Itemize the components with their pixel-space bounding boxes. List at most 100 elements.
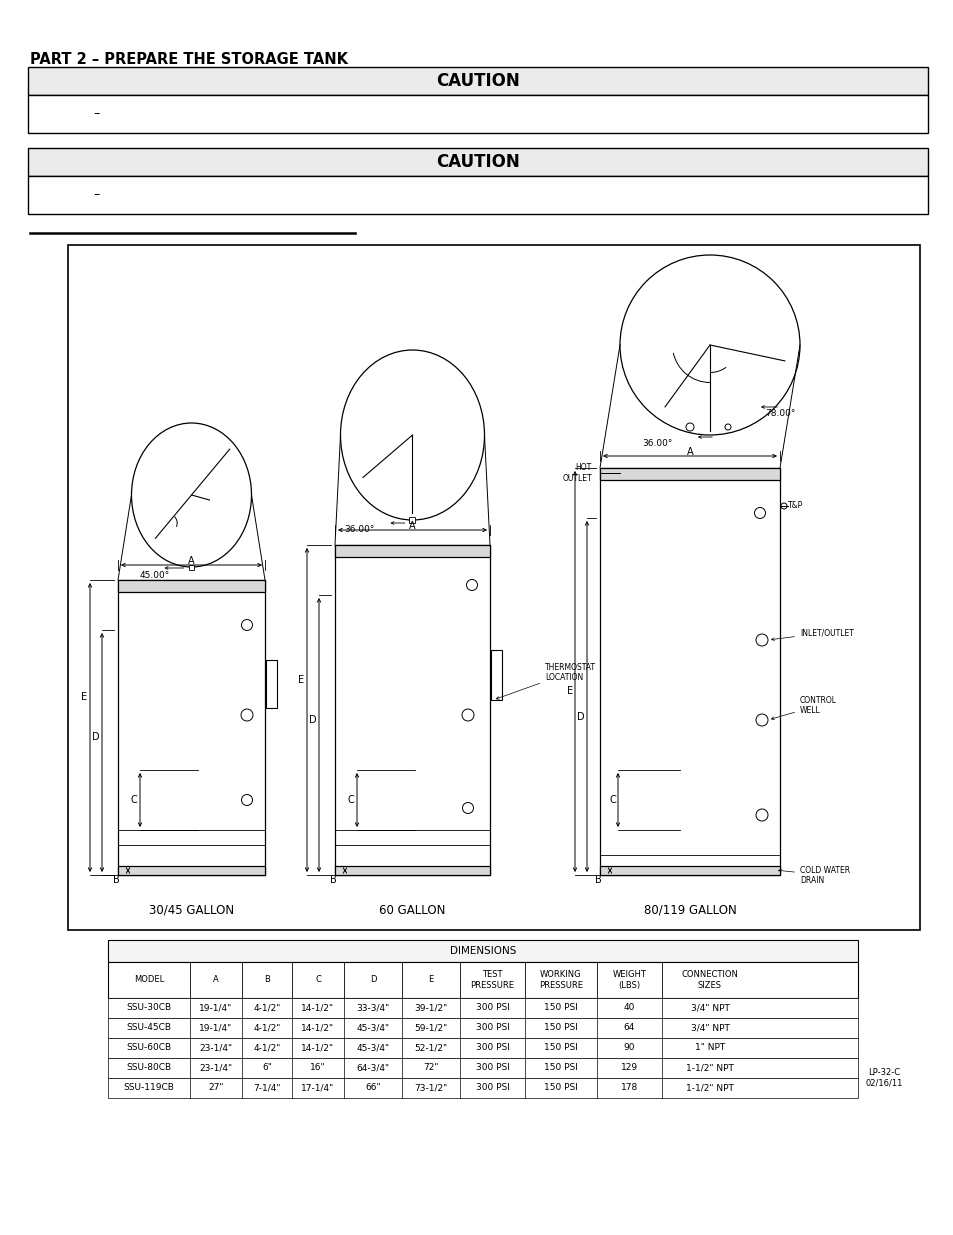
Text: 19-1/4": 19-1/4" — [199, 1004, 233, 1013]
Circle shape — [755, 809, 767, 821]
Bar — [335, 545, 490, 557]
Bar — [28, 148, 927, 177]
Text: 23-1/4": 23-1/4" — [199, 1063, 233, 1072]
Circle shape — [241, 794, 253, 805]
Text: A: A — [686, 447, 693, 457]
Bar — [189, 564, 193, 569]
Text: C: C — [131, 795, 137, 805]
Circle shape — [619, 254, 800, 435]
Text: WORKING
PRESSURE: WORKING PRESSURE — [538, 971, 582, 989]
Text: 59-1/2": 59-1/2" — [414, 1024, 447, 1032]
Bar — [108, 1037, 857, 1058]
Text: D: D — [92, 732, 100, 742]
Text: 66": 66" — [365, 1083, 380, 1093]
Text: 80/119 GALLON: 80/119 GALLON — [643, 904, 736, 916]
Text: –: – — [92, 107, 99, 121]
Text: 90: 90 — [623, 1044, 635, 1052]
Text: C: C — [347, 795, 354, 805]
Text: E: E — [81, 693, 87, 703]
Bar — [335, 866, 490, 876]
Text: B: B — [264, 976, 270, 984]
Bar — [599, 468, 780, 876]
Text: 14-1/2": 14-1/2" — [301, 1024, 335, 1032]
Text: 150 PSI: 150 PSI — [543, 1083, 578, 1093]
Text: 72": 72" — [423, 1063, 438, 1072]
Bar — [118, 580, 265, 592]
Text: 73-1/2": 73-1/2" — [414, 1083, 447, 1093]
Text: D: D — [370, 976, 375, 984]
Bar — [118, 866, 265, 876]
Text: 36.00°: 36.00° — [641, 438, 672, 447]
Text: 4-1/2": 4-1/2" — [253, 1044, 280, 1052]
Text: 300 PSI: 300 PSI — [475, 1083, 509, 1093]
Circle shape — [754, 508, 764, 519]
Text: 45-3/4": 45-3/4" — [356, 1024, 389, 1032]
Ellipse shape — [340, 350, 484, 520]
Text: 27": 27" — [208, 1083, 224, 1093]
Text: INLET/OUTLET: INLET/OUTLET — [771, 629, 853, 641]
Bar — [108, 998, 857, 1018]
Bar — [335, 545, 490, 876]
Text: HOT
OUTLET: HOT OUTLET — [561, 463, 592, 483]
Text: A: A — [409, 521, 416, 531]
Text: 78.00°: 78.00° — [764, 409, 795, 417]
Text: LP-32-C
02/16/11: LP-32-C 02/16/11 — [865, 1068, 902, 1088]
Text: B: B — [113, 876, 120, 885]
Text: 4-1/2": 4-1/2" — [253, 1004, 280, 1013]
Text: 40: 40 — [623, 1004, 635, 1013]
Text: T&P: T&P — [787, 501, 802, 510]
Text: 30/45 GALLON: 30/45 GALLON — [149, 904, 233, 916]
Text: 150 PSI: 150 PSI — [543, 1063, 578, 1072]
Text: 4-1/2": 4-1/2" — [253, 1024, 280, 1032]
Text: 150 PSI: 150 PSI — [543, 1024, 578, 1032]
Bar — [108, 1058, 857, 1078]
Text: 300 PSI: 300 PSI — [475, 1044, 509, 1052]
Circle shape — [466, 579, 477, 590]
Bar — [491, 650, 501, 700]
Bar — [108, 962, 857, 998]
Bar — [409, 517, 416, 522]
Text: 1-1/2" NPT: 1-1/2" NPT — [685, 1083, 733, 1093]
Bar — [28, 67, 927, 95]
Text: 1-1/2" NPT: 1-1/2" NPT — [685, 1063, 733, 1072]
Text: TEST
PRESSURE: TEST PRESSURE — [470, 971, 514, 989]
Text: PART 2 – PREPARE THE STORAGE TANK: PART 2 – PREPARE THE STORAGE TANK — [30, 52, 348, 67]
Text: C: C — [314, 976, 320, 984]
Bar — [599, 866, 780, 876]
Text: THERMOSTAT
LOCATION: THERMOSTAT LOCATION — [496, 663, 596, 699]
Text: E: E — [297, 676, 304, 685]
Text: 36.00°: 36.00° — [344, 526, 375, 535]
Text: CAUTION: CAUTION — [436, 72, 519, 90]
Circle shape — [724, 424, 730, 430]
Text: CAUTION: CAUTION — [436, 153, 519, 170]
Text: SSU-119CB: SSU-119CB — [124, 1083, 174, 1093]
Circle shape — [685, 424, 693, 431]
Circle shape — [462, 803, 473, 814]
Ellipse shape — [132, 424, 252, 567]
Circle shape — [781, 503, 786, 509]
Text: 14-1/2": 14-1/2" — [301, 1044, 335, 1052]
Text: A: A — [213, 976, 218, 984]
Text: 129: 129 — [620, 1063, 638, 1072]
Text: WEIGHT
(LBS): WEIGHT (LBS) — [612, 971, 646, 989]
Text: CONNECTION
SIZES: CONNECTION SIZES — [680, 971, 738, 989]
Text: 23-1/4": 23-1/4" — [199, 1044, 233, 1052]
Text: 178: 178 — [620, 1083, 638, 1093]
Text: 33-3/4": 33-3/4" — [356, 1004, 389, 1013]
Bar — [118, 580, 265, 876]
Bar — [68, 245, 919, 930]
Text: A: A — [188, 556, 194, 566]
Bar — [28, 95, 927, 133]
Bar — [108, 940, 857, 962]
Text: SSU-30CB: SSU-30CB — [127, 1004, 172, 1013]
Text: DIMENSIONS: DIMENSIONS — [450, 946, 516, 956]
Text: 3/4" NPT: 3/4" NPT — [690, 1024, 729, 1032]
Text: SSU-80CB: SSU-80CB — [127, 1063, 172, 1072]
Bar — [108, 1078, 857, 1098]
Text: MODEL: MODEL — [133, 976, 164, 984]
Text: 300 PSI: 300 PSI — [475, 1004, 509, 1013]
Text: B: B — [330, 876, 336, 885]
Text: 60 GALLON: 60 GALLON — [379, 904, 445, 916]
Text: 19-1/4": 19-1/4" — [199, 1024, 233, 1032]
Bar — [266, 659, 276, 708]
